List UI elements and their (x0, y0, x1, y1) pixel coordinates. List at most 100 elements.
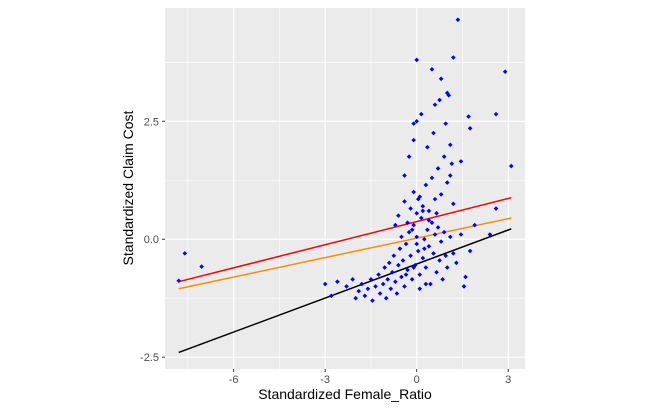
data-point (399, 274, 404, 280)
data-point (425, 227, 430, 233)
data-point (447, 234, 453, 240)
fit-lines (178, 196, 512, 354)
fit-line (178, 196, 512, 283)
data-point (385, 277, 391, 282)
data-point (434, 210, 439, 216)
data-point (393, 279, 398, 284)
data-point (449, 161, 455, 167)
data-point (368, 277, 374, 282)
data-point (447, 142, 453, 148)
data-point (382, 265, 387, 270)
plot-panel (165, 8, 525, 369)
y-axis-title: Standardized Claim Cost (120, 110, 136, 265)
data-point (441, 229, 447, 235)
data-point (432, 196, 438, 202)
data-point (353, 295, 358, 301)
data-point (400, 258, 406, 263)
data-point (420, 208, 426, 214)
data-point (438, 76, 444, 82)
data-point (402, 284, 407, 289)
data-point (409, 277, 415, 282)
minor-gridlines (165, 8, 525, 369)
data-point (335, 279, 340, 284)
data-point (344, 284, 349, 289)
data-point (418, 215, 424, 221)
data-point (411, 137, 416, 143)
data-point (431, 251, 436, 256)
data-point (444, 180, 450, 185)
data-point (411, 265, 416, 270)
data-point (422, 246, 427, 251)
data-point (176, 278, 182, 284)
data-point (412, 262, 418, 268)
data-point (426, 208, 432, 214)
data-point (467, 126, 473, 131)
data-point (423, 265, 429, 270)
data-point (373, 284, 378, 289)
data-point (461, 284, 467, 289)
data-point (365, 286, 371, 292)
data-point (403, 272, 409, 277)
data-point (418, 111, 424, 117)
data-point (414, 241, 419, 247)
data-point (377, 291, 383, 296)
data-point (451, 55, 456, 60)
data-point (411, 222, 416, 228)
data-point (447, 173, 453, 178)
data-point (359, 281, 365, 287)
data-point (415, 248, 421, 254)
x-tick-label: -3 (320, 374, 330, 386)
data-point (414, 118, 419, 124)
data-point (454, 260, 459, 266)
data-point (432, 232, 438, 237)
data-point (380, 281, 386, 287)
data-point (386, 260, 392, 266)
x-tick-label: 3 (505, 374, 511, 386)
data-point (428, 281, 433, 287)
y-axis-ticks: -2.5 0.0 2.5 (140, 116, 165, 364)
data-point (429, 67, 435, 72)
data-point (415, 196, 421, 202)
x-tick-label: -6 (229, 374, 239, 386)
data-point (414, 210, 419, 216)
data-point (458, 232, 464, 237)
data-point (409, 227, 415, 233)
data-point (405, 220, 410, 226)
data-point (396, 213, 401, 218)
data-point (408, 206, 413, 211)
data-point (437, 258, 442, 263)
data-point (376, 272, 381, 277)
data-point (443, 253, 448, 259)
data-point (440, 277, 445, 282)
x-axis-title: Standardized Female_Ratio (258, 386, 432, 402)
data-point (322, 281, 328, 287)
data-point (328, 293, 334, 299)
data-point (429, 175, 435, 181)
x-tick-label: 0 (414, 374, 420, 386)
data-point (435, 225, 441, 230)
data-point (425, 144, 430, 150)
data-point (435, 166, 441, 171)
data-point (493, 206, 499, 211)
data-point (388, 286, 394, 292)
fit-line (178, 228, 512, 354)
data-point (406, 229, 412, 235)
data-point (182, 251, 188, 256)
data-point (422, 236, 427, 242)
data-point (417, 286, 423, 292)
data-point (426, 244, 432, 249)
data-point (394, 291, 400, 296)
data-point (414, 57, 419, 63)
data-points (176, 17, 514, 303)
data-point (408, 253, 413, 259)
data-point (405, 267, 410, 273)
data-point (443, 121, 448, 126)
data-point (403, 241, 409, 247)
data-point (502, 69, 508, 75)
data-point (397, 246, 403, 251)
data-point (370, 298, 375, 303)
data-point (420, 203, 426, 209)
data-point (444, 265, 450, 270)
data-point (417, 272, 423, 277)
